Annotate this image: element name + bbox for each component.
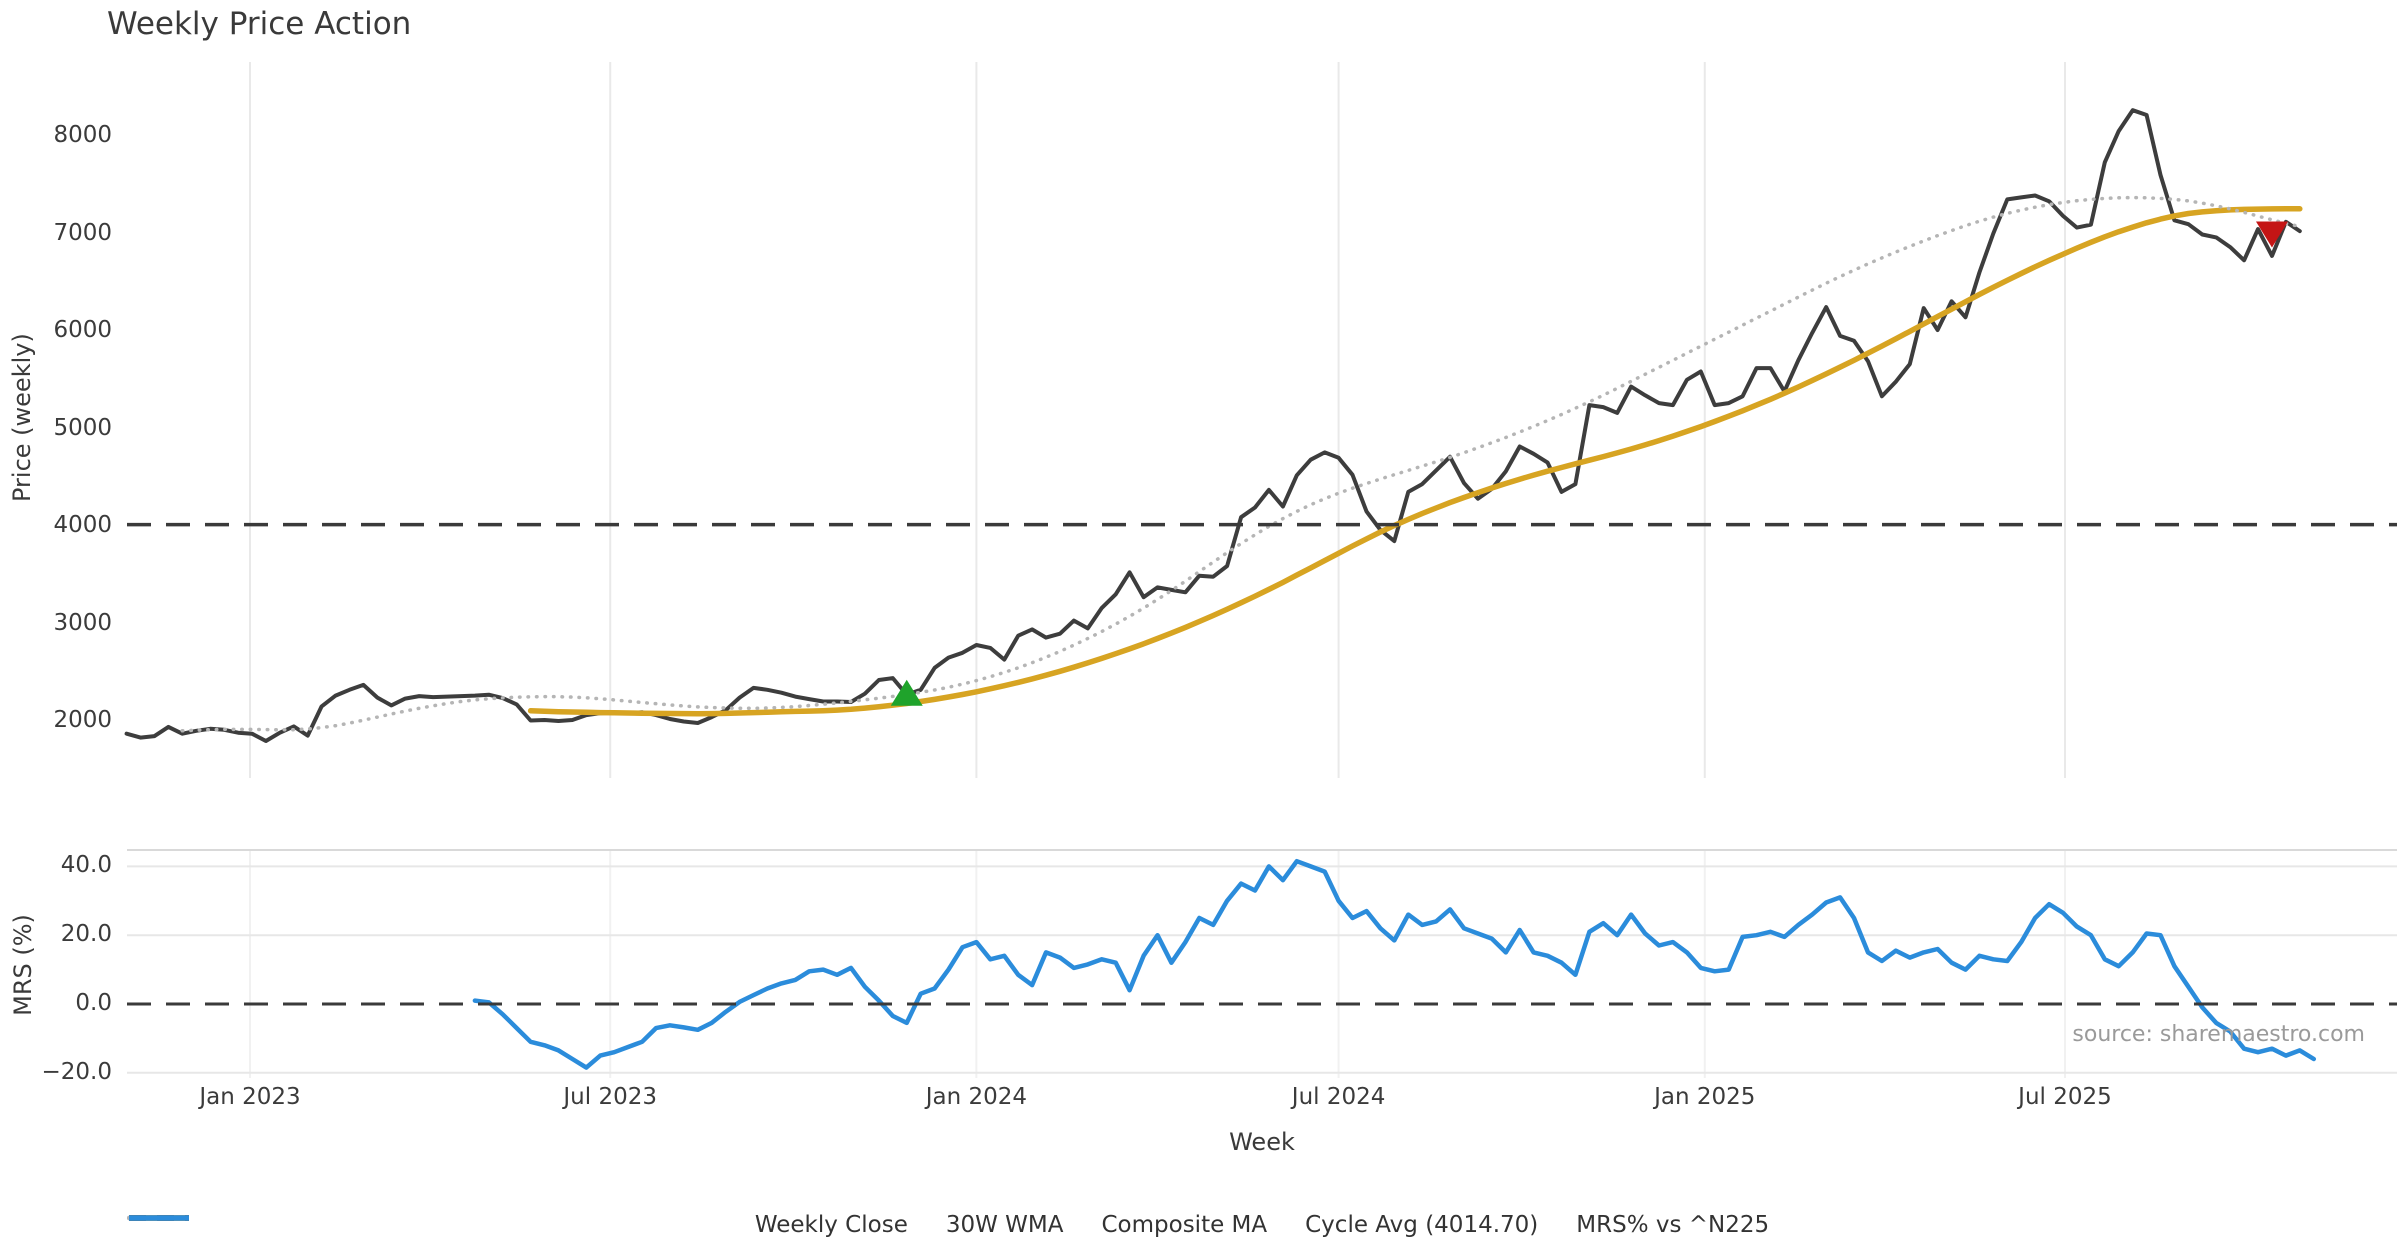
- x-tick-label: Jul 2025: [2018, 1084, 2112, 1110]
- buy-signal-marker: [890, 679, 923, 706]
- price-tick-label: 2000: [53, 707, 112, 733]
- mrs-tick-label: −20.0: [41, 1058, 112, 1085]
- legend-label: MRS% vs ^N225: [1576, 1212, 1770, 1238]
- source-watermark: source: sharemaestro.com: [2072, 1022, 2365, 1047]
- price-tick-label: 8000: [53, 122, 112, 148]
- series-composite-ma: [180, 195, 2302, 733]
- legend-item-mrs-vs-n225: MRS% vs ^N225: [129, 1212, 1770, 1238]
- legend-label: Cycle Avg (4014.70): [1305, 1212, 1539, 1238]
- legend-label: 30W WMA: [945, 1212, 1064, 1238]
- x-axis-label: Week: [1229, 1128, 1295, 1156]
- chart-title: Weekly Price Action: [107, 6, 412, 42]
- price-tick-label: 4000: [53, 512, 112, 538]
- price-tick-label: 3000: [53, 609, 112, 636]
- legend-swatch-line: [129, 1215, 189, 1221]
- x-tick-label: Jul 2024: [1291, 1084, 1386, 1110]
- x-tick-label: Jan 2025: [1654, 1084, 1756, 1110]
- mrs-tick-label: 0.0: [75, 990, 112, 1016]
- legend-item-weekly-close: Weekly Close: [129, 1212, 908, 1238]
- chart-legend: Weekly Close 30W WMA Composite MA Cycle Avg…: [127, 1212, 2397, 1238]
- legend-item-composite-ma: Composite MA: [127, 1212, 1268, 1238]
- price-tick-label: 5000: [53, 414, 112, 441]
- x-tick-label: Jan 2023: [199, 1084, 301, 1110]
- mrs-tick-label: 40.0: [60, 852, 112, 879]
- legend-item-30w-wma: 30W WMA: [129, 1212, 1064, 1238]
- series-weekly-close: [124, 108, 2302, 743]
- price-tick-label: 7000: [53, 219, 112, 246]
- legend-item-cycle-avg-4014-70-: Cycle Avg (4014.70): [129, 1212, 1539, 1238]
- x-tick-label: Jan 2024: [925, 1084, 1028, 1110]
- legend-label: Composite MA: [1101, 1212, 1268, 1238]
- legend-label: Weekly Close: [754, 1212, 908, 1238]
- x-tick-label: Jul 2023: [563, 1084, 657, 1110]
- price-tick-label: 6000: [53, 317, 112, 343]
- series-mrs-vs-n225: [472, 858, 2317, 1070]
- series-30w-wma: [527, 206, 2303, 717]
- mrs-tick-label: 20.0: [60, 921, 112, 948]
- sell-signal-marker: [2255, 221, 2288, 248]
